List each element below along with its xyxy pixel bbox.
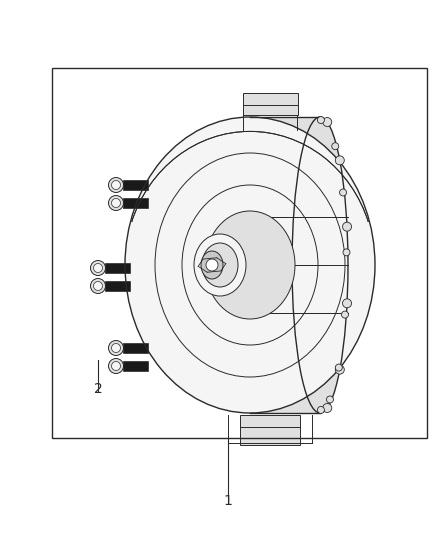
Circle shape (109, 196, 124, 211)
Ellipse shape (194, 234, 246, 296)
Bar (123, 343, 148, 353)
Circle shape (112, 343, 120, 352)
Bar (123, 198, 148, 208)
Bar (52, 68, 427, 438)
Circle shape (318, 407, 325, 414)
Polygon shape (250, 117, 320, 413)
Circle shape (339, 189, 346, 196)
Bar (123, 361, 148, 371)
Circle shape (109, 341, 124, 356)
Bar (105, 263, 130, 273)
Circle shape (342, 311, 349, 318)
Bar (240, 415, 300, 445)
Circle shape (91, 279, 106, 294)
Circle shape (323, 403, 332, 413)
Bar (243, 93, 298, 115)
Ellipse shape (125, 117, 375, 413)
Circle shape (323, 118, 332, 126)
Circle shape (336, 365, 344, 374)
Circle shape (343, 222, 352, 231)
Circle shape (336, 364, 343, 371)
Text: 1: 1 (223, 494, 233, 508)
Circle shape (318, 117, 325, 124)
Circle shape (343, 249, 350, 256)
Circle shape (112, 181, 120, 190)
Circle shape (112, 198, 120, 207)
Circle shape (109, 177, 124, 192)
Circle shape (91, 261, 106, 276)
Circle shape (112, 361, 120, 370)
Circle shape (343, 299, 352, 308)
Ellipse shape (202, 243, 238, 287)
Circle shape (206, 259, 218, 271)
Circle shape (332, 143, 339, 150)
Ellipse shape (205, 211, 295, 319)
Bar (123, 180, 148, 190)
Circle shape (326, 396, 333, 403)
Text: 2: 2 (94, 382, 102, 396)
Bar (105, 281, 130, 291)
Circle shape (93, 263, 102, 272)
Circle shape (93, 281, 102, 290)
Ellipse shape (292, 117, 348, 413)
Circle shape (336, 156, 344, 165)
Ellipse shape (201, 251, 223, 279)
Circle shape (109, 359, 124, 374)
